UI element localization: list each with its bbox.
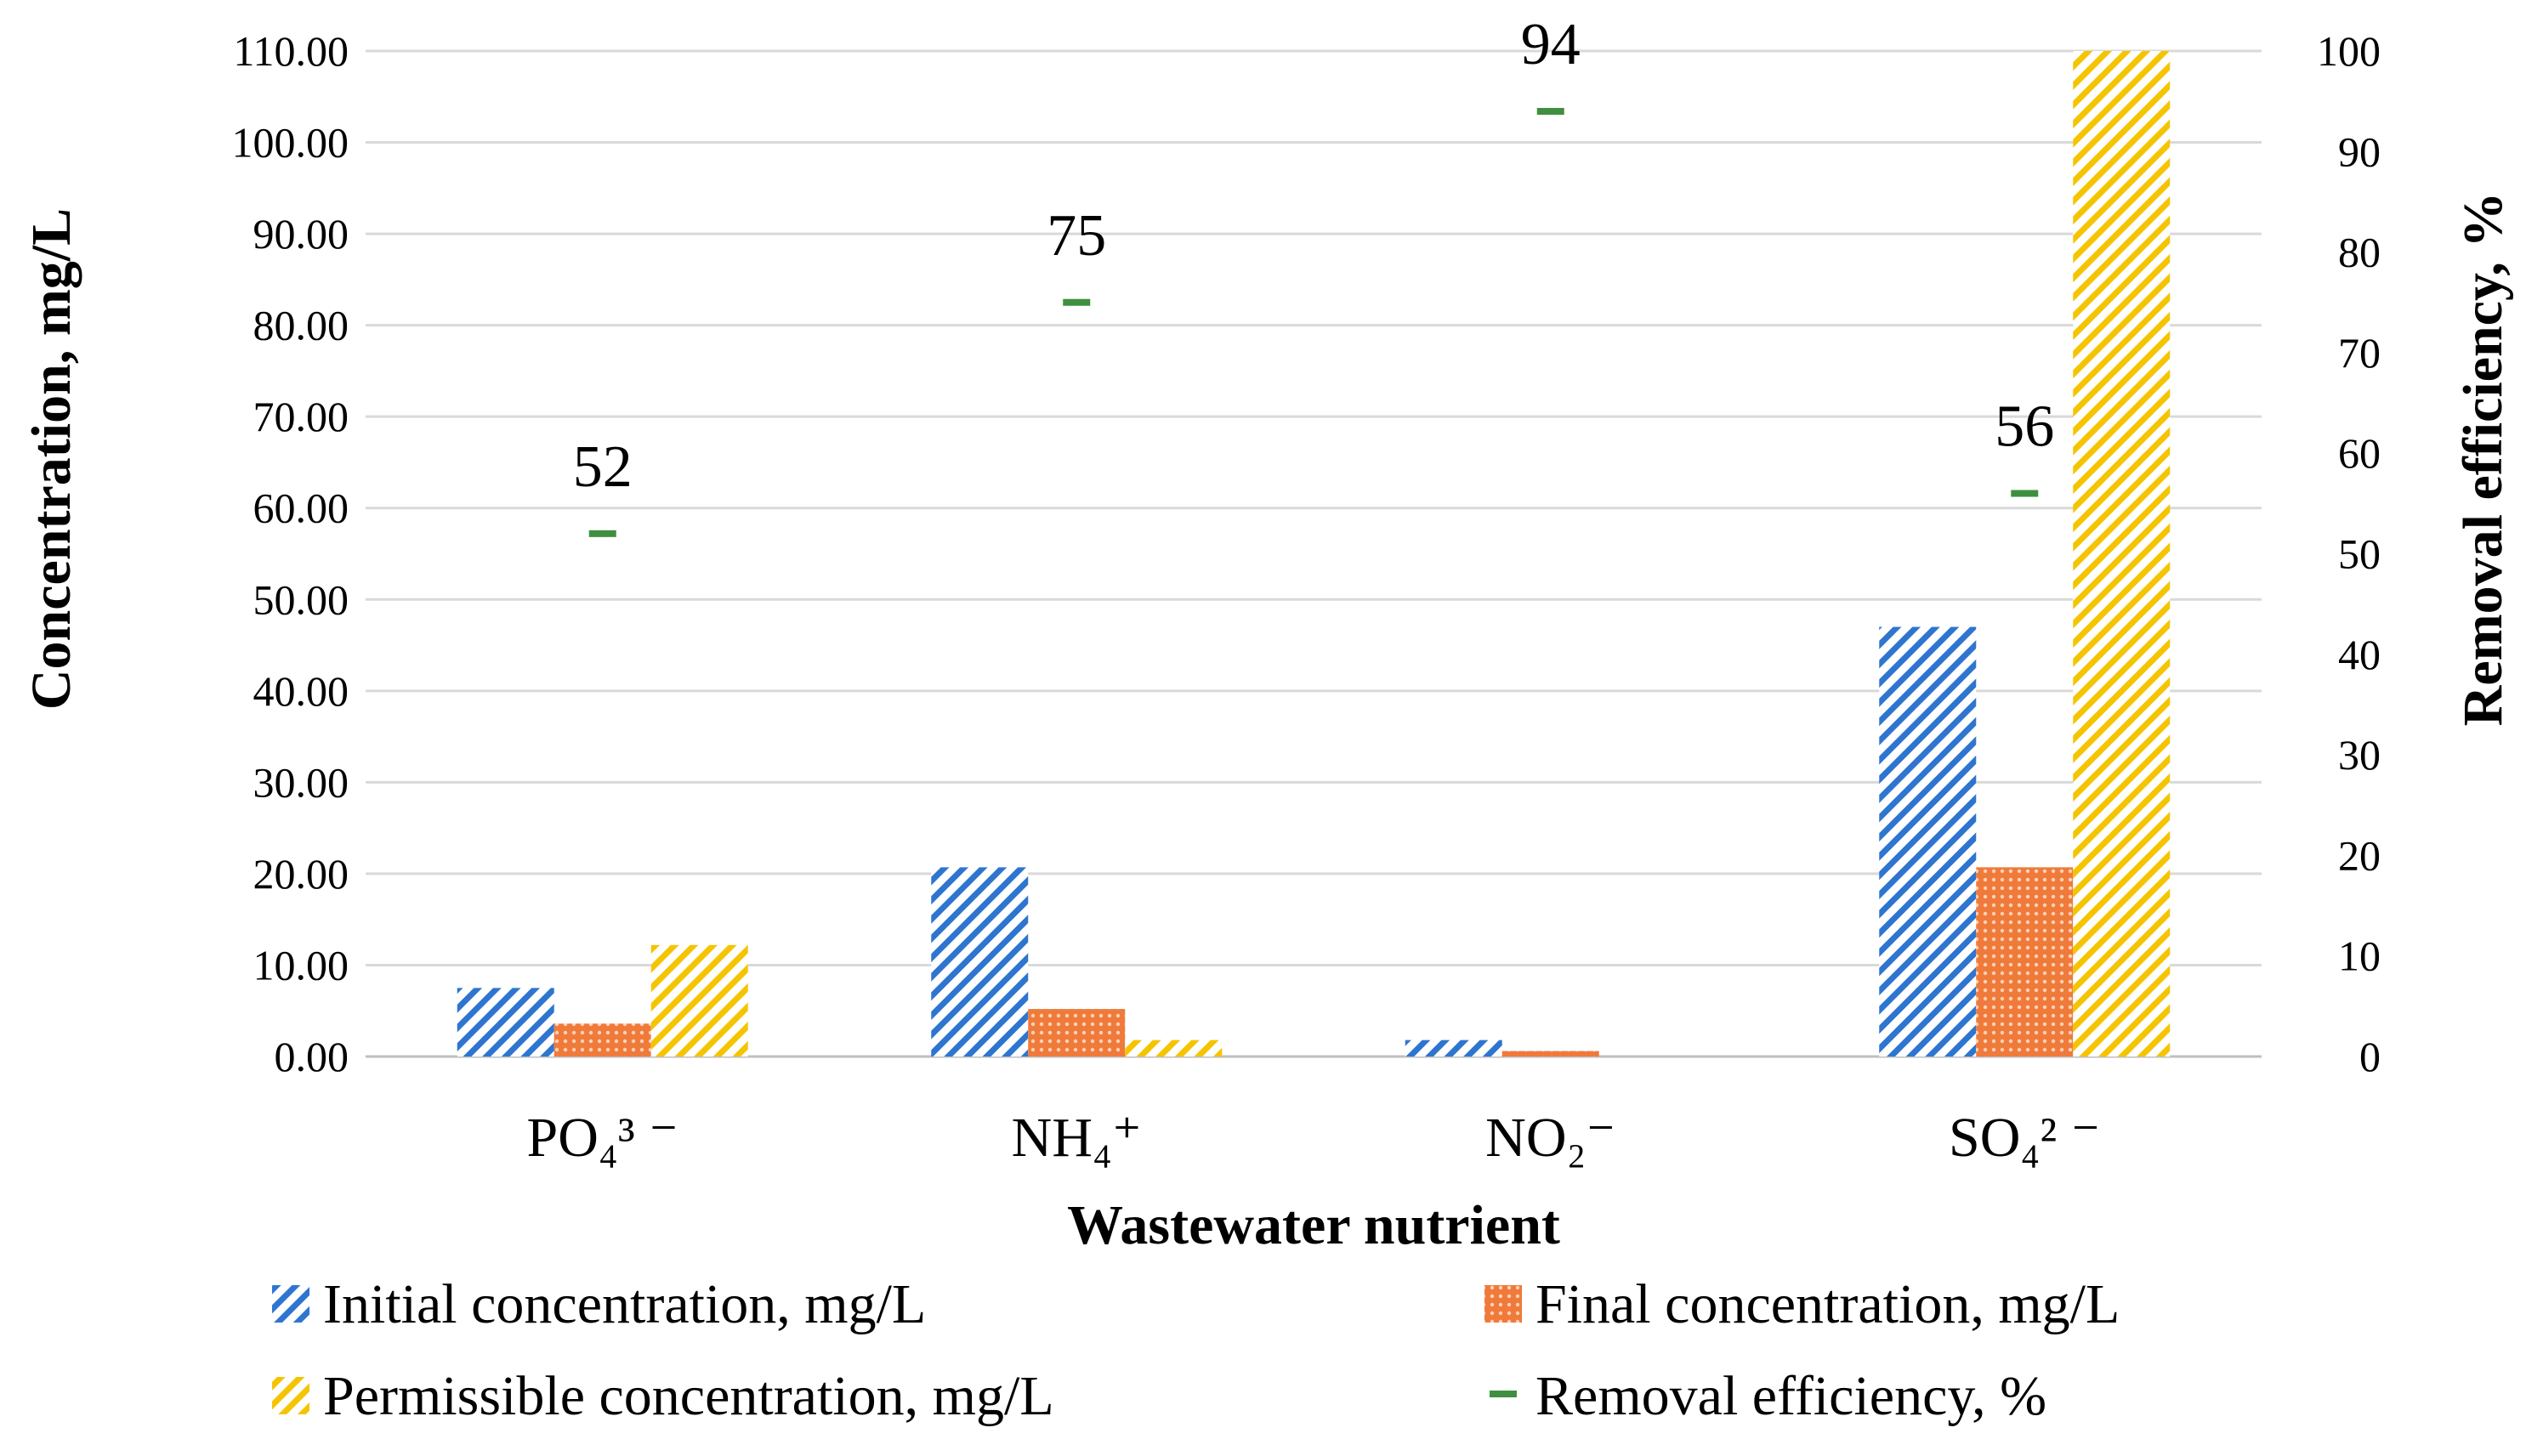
x-axis-title: Wastewater nutrient	[1067, 1194, 1560, 1256]
y-tick-label: 110.00	[233, 27, 349, 75]
y-axis-title: Concentration, mg/L	[20, 208, 82, 710]
y-tick-label: 60.00	[253, 484, 349, 532]
y-tick-label: 20.00	[253, 850, 349, 898]
category-label: NH₄⁺	[1012, 1107, 1142, 1169]
efficiency-data-label: 52	[573, 434, 633, 500]
efficiency-marker	[1536, 107, 1564, 115]
y2-tick-label: 20	[2338, 831, 2381, 879]
y-tick-label: 70.00	[253, 393, 349, 440]
legend-item-permissible: Permissible concentration, mg/L	[272, 1365, 1054, 1427]
final-concentration-bar	[1028, 1009, 1126, 1057]
y-tick-label: 10.00	[253, 941, 349, 989]
y2-tick-label: 50	[2338, 530, 2381, 578]
efficiency-data-label: 94	[1521, 12, 1581, 77]
category-label: NO₂⁻	[1485, 1107, 1615, 1169]
y2-tick-label: 100	[2317, 27, 2381, 75]
efficiency-data-label: 75	[1047, 203, 1106, 269]
data-labels: 52 75 94 56	[573, 12, 2055, 500]
category-labels: PO₄³ ⁻ NH₄⁺ NO₂⁻ SO₄² ⁻	[526, 1107, 2100, 1169]
legend-swatch-final	[1484, 1285, 1522, 1323]
y2-tick-label: 90	[2338, 127, 2381, 175]
legend: Initial concentration, mg/L Final concen…	[272, 1273, 2120, 1427]
efficiency-data-label: 56	[1995, 394, 2054, 460]
category-label: SO₄² ⁻	[1949, 1107, 2101, 1169]
final-concentration-bar	[553, 1023, 651, 1057]
initial-concentration-bar	[1405, 1040, 1502, 1057]
permissible-concentration-bar	[650, 944, 748, 1057]
permissible-concentration-bar	[2073, 51, 2171, 1057]
efficiency-marker	[588, 530, 616, 537]
y2-tick-label: 10	[2338, 932, 2381, 980]
category-label: PO₄³ ⁻	[526, 1107, 678, 1169]
legend-label-final: Final concentration, mg/L	[1535, 1273, 2120, 1335]
initial-concentration-bar	[457, 988, 554, 1057]
legend-label-permissible: Permissible concentration, mg/L	[323, 1365, 1054, 1427]
final-concentration-bar	[1501, 1051, 1599, 1057]
legend-item-efficiency: Removal efficiency, %	[1490, 1365, 2046, 1427]
y-tick-label: 40.00	[253, 667, 349, 715]
initial-concentration-bar	[931, 867, 1029, 1057]
legend-swatch-efficiency	[1490, 1391, 1517, 1397]
legend-label-initial: Initial concentration, mg/L	[323, 1273, 926, 1335]
y-tick-label: 30.00	[253, 758, 349, 806]
legend-label-efficiency: Removal efficiency, %	[1535, 1365, 2046, 1427]
y2-tick-label: 40	[2338, 631, 2381, 678]
bars	[457, 51, 2171, 1057]
right-axis-ticks: 0 10 20 30 40 50 60 70 80 90 100	[2317, 27, 2381, 1080]
legend-item-initial: Initial concentration, mg/L	[272, 1273, 926, 1335]
left-axis-ticks: 0.00 10.00 20.00 30.00 40.00 50.00 60.00 70.00 8…	[232, 27, 349, 1080]
y-tick-label: 0.00	[275, 1033, 349, 1080]
legend-item-final: Final concentration, mg/L	[1484, 1273, 2120, 1335]
y2-tick-label: 70	[2338, 329, 2381, 377]
y-tick-label: 50.00	[253, 575, 349, 623]
y2-tick-label: 0	[2359, 1033, 2381, 1080]
efficiency-marker	[1063, 298, 1091, 306]
initial-concentration-bar	[1879, 626, 1977, 1057]
efficiency-markers	[588, 107, 2039, 537]
y2-axis-title: Removal efficiency, %	[2452, 192, 2514, 727]
y-tick-label: 100.00	[232, 119, 349, 167]
y-tick-label: 80.00	[253, 302, 349, 349]
y2-tick-label: 60	[2338, 429, 2381, 477]
y-tick-label: 90.00	[253, 210, 349, 258]
permissible-concentration-bar	[1125, 1040, 1223, 1057]
final-concentration-bar	[1976, 867, 2074, 1057]
y2-tick-label: 30	[2338, 731, 2381, 779]
legend-swatch-permissible	[272, 1377, 309, 1414]
y2-tick-label: 80	[2338, 229, 2381, 276]
legend-swatch-initial	[272, 1285, 309, 1323]
efficiency-marker	[2011, 490, 2039, 497]
